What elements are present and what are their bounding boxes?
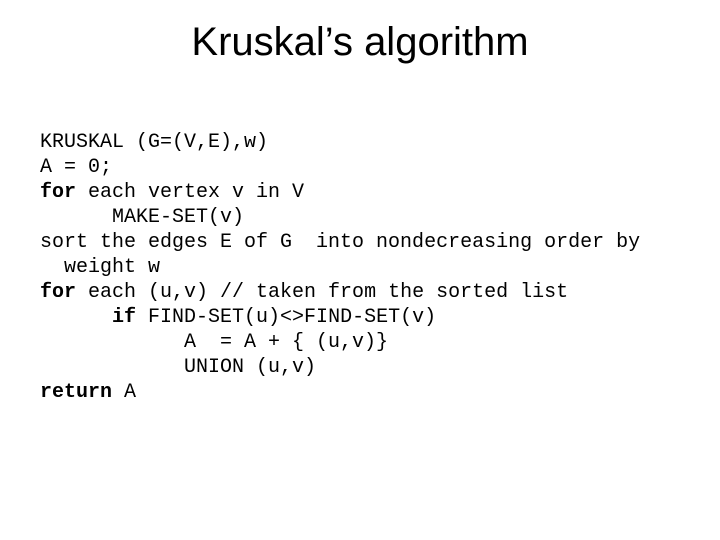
code-line-8: FIND-SET(u)<>FIND-SET(v)	[136, 306, 436, 329]
keyword-for-1: for	[40, 181, 76, 204]
code-line-4: MAKE-SET(v)	[40, 206, 244, 229]
pseudocode-block: KRUSKAL (G=(V,E),w) A = 0; for each vert…	[40, 130, 680, 405]
slide: Kruskal’s algorithm KRUSKAL (G=(V,E),w) …	[0, 0, 720, 540]
code-line-3: each vertex v in V	[76, 181, 304, 204]
code-line-1: KRUSKAL (G=(V,E),w)	[40, 131, 268, 154]
keyword-return: return	[40, 381, 112, 404]
slide-title: Kruskal’s algorithm	[0, 20, 720, 65]
code-line-2: A = 0;	[40, 156, 112, 179]
code-line-8-pad	[40, 306, 112, 329]
keyword-if: if	[112, 306, 136, 329]
code-line-7: each (u,v) // taken from the sorted list	[76, 281, 568, 304]
keyword-for-2: for	[40, 281, 76, 304]
code-line-10: UNION (u,v)	[40, 356, 316, 379]
code-line-9: A = A + { (u,v)}	[40, 331, 388, 354]
code-line-11: A	[112, 381, 136, 404]
code-line-6: weight w	[40, 256, 160, 279]
code-line-5: sort the edges E of G into nondecreasing…	[40, 231, 640, 254]
